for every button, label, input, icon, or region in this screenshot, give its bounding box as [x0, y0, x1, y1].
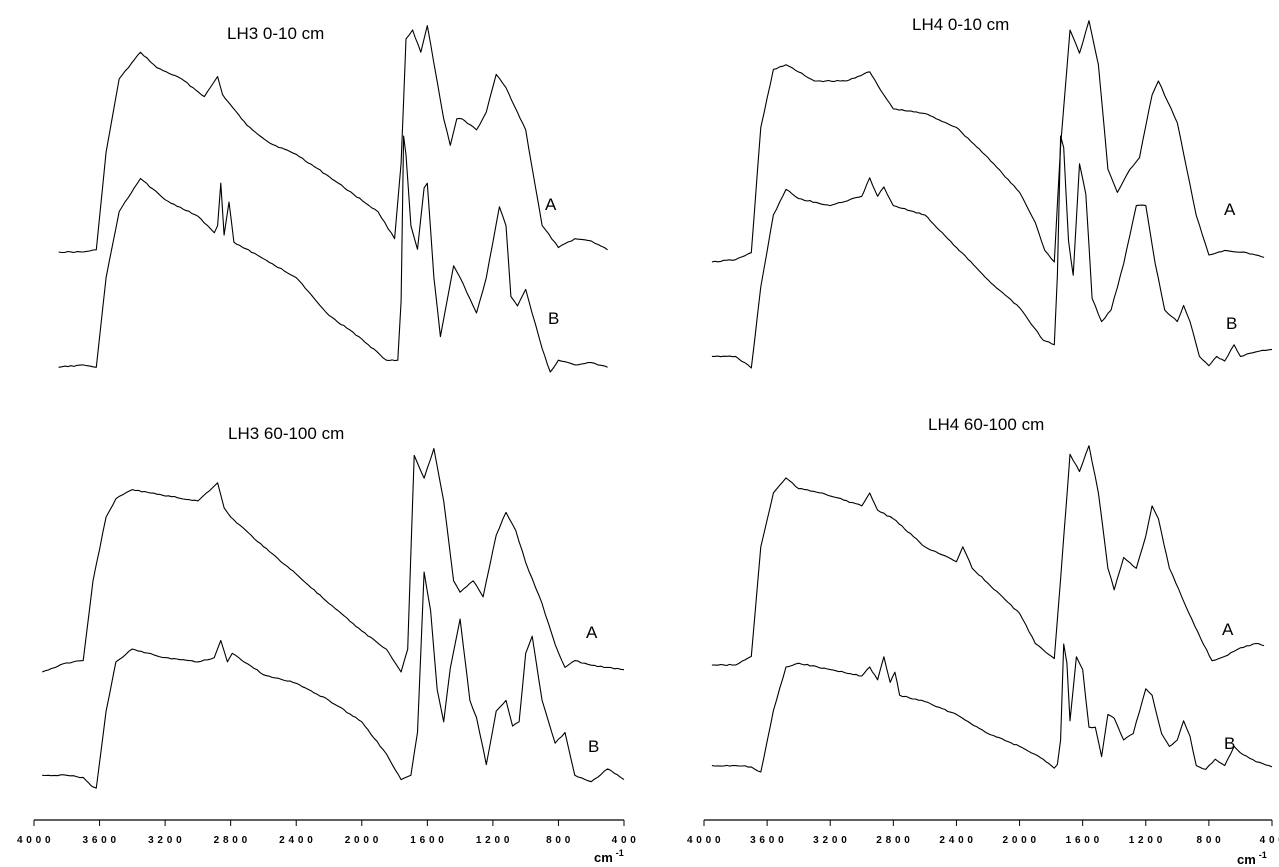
x-tick-label: 1 6 0 0 — [1066, 835, 1100, 846]
x-tick-label: 2 8 0 0 — [876, 835, 910, 846]
panel-title-lh4-top: LH4 0-10 cm — [912, 15, 1009, 34]
x-tick-label: 2 4 0 0 — [939, 835, 973, 846]
x-tick-label: 4 0 0 0 — [687, 835, 721, 846]
x-tick-label: 8 0 0 — [546, 835, 571, 846]
x-axis-unit-right: cm -1 — [1237, 850, 1267, 867]
x-axis-left: 4 0 0 0 3 6 0 0 3 2 0 0 2 8 0 0 2 4 0 0 2 0 0… — [17, 819, 636, 865]
spectrum-lh4-60-100-b — [711, 643, 1273, 773]
series-label-lh3-top-b: B — [548, 309, 559, 328]
x-tick-label: 3 2 0 0 — [813, 835, 847, 846]
x-tick-label: 4 0 0 — [612, 835, 637, 846]
panel-title-lh3-top: LH3 0-10 cm — [227, 24, 324, 43]
spectrum-lh3-0-10-b — [58, 135, 608, 373]
series-label-lh3-top-a: A — [545, 195, 557, 214]
spectrum-lh3-60-100-b — [42, 571, 625, 789]
x-tick-label: 4 0 0 0 — [17, 835, 51, 846]
x-axis-right: 4 0 0 0 3 6 0 0 3 2 0 0 2 8 0 0 2 4 0 0 2 0 0… — [687, 819, 1279, 867]
series-label-lh4-top-b: B — [1226, 314, 1237, 333]
spectrum-lh4-60-100-a — [711, 445, 1265, 667]
x-axis-unit-left: cm -1 — [594, 848, 624, 865]
x-tick-label: 4 0 0 — [1260, 835, 1279, 846]
x-tick-label: 3 6 0 0 — [750, 835, 784, 846]
x-tick-label: 1 2 0 0 — [476, 835, 510, 846]
x-tick-label: 1 2 0 0 — [1129, 835, 1163, 846]
x-tick-label: 2 0 0 0 — [345, 835, 379, 846]
panel-title-lh4-bottom: LH4 60-100 cm — [928, 415, 1044, 434]
x-tick-label: 2 8 0 0 — [214, 835, 248, 846]
x-axis-ticks-left: 4 0 0 0 3 6 0 0 3 2 0 0 2 8 0 0 2 4 0 0 2 0 0… — [17, 820, 636, 846]
series-label-lh4-bottom-a: A — [1222, 620, 1234, 639]
x-tick-label: 8 0 0 — [1197, 835, 1222, 846]
x-tick-label: 3 6 0 0 — [83, 835, 117, 846]
panel-title-lh3-bottom: LH3 60-100 cm — [228, 424, 344, 443]
series-label-lh4-bottom-b: B — [1224, 734, 1235, 753]
x-axis-ticks-right: 4 0 0 0 3 6 0 0 3 2 0 0 2 8 0 0 2 4 0 0 2 0 0… — [687, 820, 1279, 846]
x-tick-label: 3 2 0 0 — [148, 835, 182, 846]
x-tick-label: 1 6 0 0 — [410, 835, 444, 846]
x-tick-label: 2 0 0 0 — [1003, 835, 1037, 846]
x-tick-label: 2 4 0 0 — [279, 835, 313, 846]
spectrum-lh3-0-10-a — [58, 25, 608, 254]
spectra-traces — [41, 20, 1273, 789]
series-label-lh4-top-a: A — [1224, 200, 1236, 219]
spectrum-lh4-0-10-b — [711, 135, 1273, 369]
spectrum-lh4-0-10-a — [711, 20, 1265, 263]
series-label-lh3-bottom-a: A — [586, 623, 598, 642]
spectrum-lh3-60-100-a — [41, 448, 625, 673]
series-label-lh3-bottom-b: B — [588, 737, 599, 756]
